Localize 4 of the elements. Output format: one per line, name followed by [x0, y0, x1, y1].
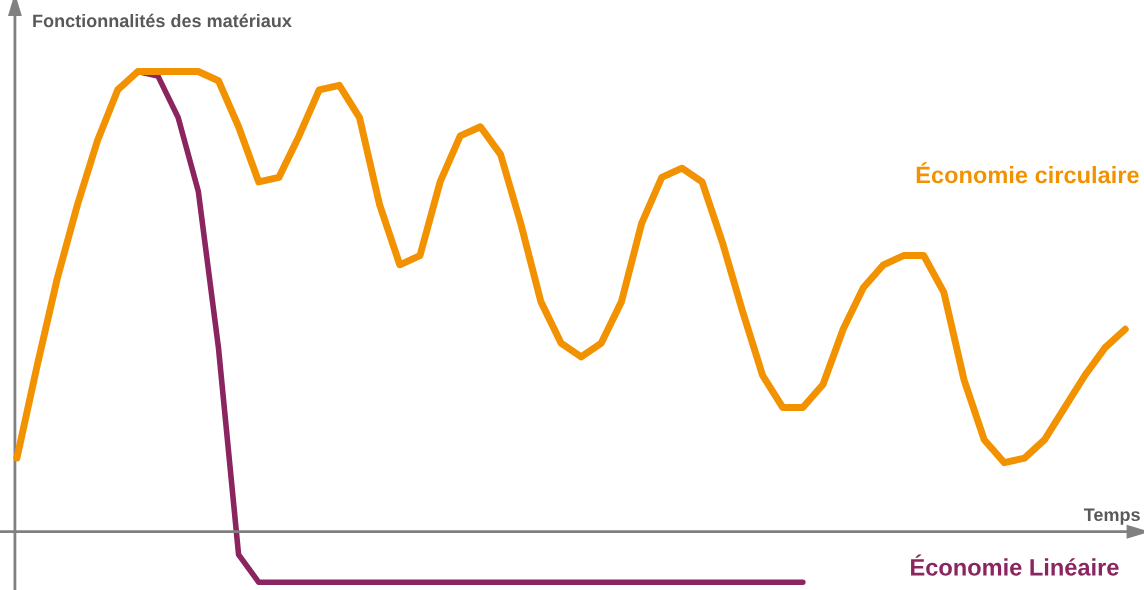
text: Économie Linéaire [911, 554, 1119, 576]
text: Économie circulaire [916, 162, 1139, 184]
y-axis-title: Fonctionnalités des matériaux [33, 13, 292, 28]
x-axis-title: Temps [1083, 508, 1140, 525]
